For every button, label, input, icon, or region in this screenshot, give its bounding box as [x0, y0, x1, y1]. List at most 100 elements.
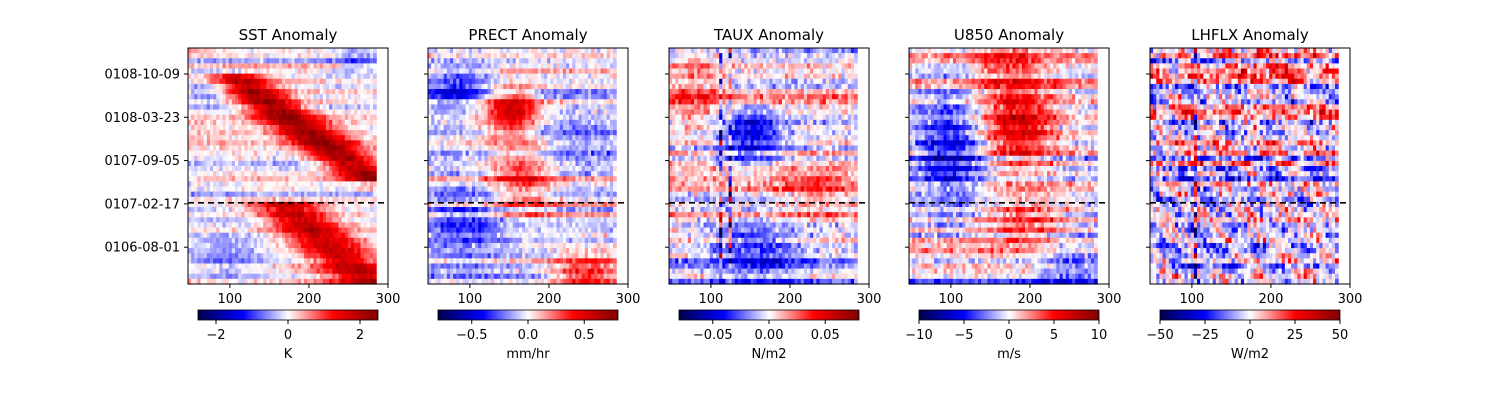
- heatmap-cell: [307, 104, 311, 111]
- heatmap-cell: [443, 109, 448, 116]
- heatmap-cell: [260, 212, 264, 218]
- heatmap-cell: [465, 171, 470, 177]
- heatmap-cell: [471, 94, 476, 100]
- heatmap-cell: [487, 48, 492, 54]
- heatmap-cell: [329, 114, 333, 121]
- heatmap-cell: [369, 68, 374, 75]
- heatmap-cell: [357, 160, 362, 167]
- heatmap-cell: [263, 68, 267, 75]
- heatmap-cell: [294, 196, 299, 203]
- heatmap-cell: [206, 99, 211, 106]
- heatmap-cell: [272, 176, 277, 182]
- heatmap-cell: [572, 140, 576, 147]
- heatmap-cell: [209, 171, 214, 177]
- heatmap-cell: [503, 232, 507, 239]
- heatmap-cell: [344, 217, 349, 224]
- heatmap-cell: [584, 78, 589, 85]
- heatmap-cell: [322, 53, 327, 59]
- heatmap-cell: [228, 78, 233, 85]
- heatmap-cell: [250, 99, 255, 106]
- heatmap-cell: [241, 114, 246, 121]
- heatmap-cell: [559, 109, 564, 116]
- heatmap-cell: [291, 150, 296, 157]
- heatmap-cell: [512, 83, 517, 90]
- heatmap-cell: [522, 83, 526, 90]
- heatmap-cell: [188, 135, 192, 141]
- heatmap-cell: [471, 232, 476, 239]
- heatmap-cell: [322, 99, 327, 106]
- heatmap-cell: [437, 155, 442, 162]
- heatmap-cell: [456, 48, 460, 54]
- heatmap-cell: [613, 114, 617, 121]
- y-tick-label: 0107-09-05: [104, 154, 180, 169]
- heatmap-cell: [512, 68, 517, 75]
- heatmap-cell: [197, 232, 202, 239]
- heatmap-cell: [322, 140, 327, 147]
- heatmap-cell: [247, 160, 252, 167]
- heatmap-cell: [431, 181, 435, 188]
- heatmap-cell: [449, 166, 454, 172]
- heatmap-cell: [531, 73, 536, 80]
- heatmap-cell: [522, 58, 526, 64]
- heatmap-cell: [288, 145, 293, 152]
- heatmap-cell: [297, 63, 302, 70]
- heatmap-cell: [431, 186, 435, 193]
- heatmap-cell: [341, 212, 346, 218]
- heatmap-cell: [481, 196, 486, 203]
- heatmap-cell: [206, 63, 211, 70]
- heatmap-cell: [537, 48, 542, 54]
- heatmap-cell: [613, 130, 617, 136]
- heatmap-cell: [238, 186, 242, 193]
- heatmap-cell: [556, 135, 561, 141]
- heatmap-cell: [471, 68, 476, 75]
- heatmap-cell: [291, 237, 296, 244]
- heatmap-cell: [288, 73, 293, 80]
- heatmap-cell: [294, 268, 299, 275]
- heatmap-cell: [206, 109, 211, 116]
- heatmap-cell: [603, 78, 608, 85]
- heatmap-cell: [572, 217, 576, 224]
- heatmap-cell: [194, 119, 199, 126]
- heatmap-cell: [272, 124, 277, 131]
- heatmap-cell: [203, 263, 208, 270]
- heatmap-cell: [325, 278, 330, 285]
- heatmap-cell: [216, 78, 220, 85]
- heatmap-cell: [338, 237, 343, 244]
- heatmap-cell: [307, 160, 311, 167]
- heatmap-cell: [203, 145, 208, 152]
- heatmap-cell: [528, 63, 533, 70]
- heatmap-cell: [613, 212, 617, 218]
- heatmap-cell: [335, 201, 340, 208]
- heatmap-cell: [231, 89, 236, 95]
- heatmap-cell: [188, 58, 192, 64]
- heatmap-cell: [537, 124, 542, 131]
- heatmap-cell: [256, 63, 261, 70]
- heatmap-cell: [572, 63, 576, 70]
- heatmap-cell: [244, 186, 249, 193]
- heatmap-cell: [316, 155, 321, 162]
- heatmap-cell: [282, 166, 286, 172]
- heatmap-cell: [456, 130, 460, 136]
- heatmap-cell: [269, 166, 274, 172]
- heatmap-cell: [351, 119, 355, 126]
- heatmap-cell: [194, 273, 199, 280]
- heatmap-cell: [344, 58, 349, 64]
- heatmap-cell: [322, 232, 327, 239]
- heatmap-cell: [440, 109, 445, 116]
- heatmap-cell: [225, 253, 230, 259]
- heatmap-cell: [297, 48, 302, 54]
- heatmap-cell: [490, 212, 495, 218]
- heatmap-cell: [247, 196, 252, 203]
- heatmap-cell: [341, 166, 346, 172]
- heatmap-cell: [434, 63, 439, 70]
- heatmap-cell: [307, 58, 311, 64]
- heatmap-cell: [484, 94, 489, 100]
- heatmap-cell: [244, 63, 249, 70]
- heatmap-cell: [440, 222, 445, 229]
- heatmap-cell: [354, 176, 358, 182]
- heatmap-cell: [300, 119, 305, 126]
- heatmap-sst: [188, 48, 377, 285]
- heatmap-cell: [565, 53, 570, 59]
- heatmap-cell: [597, 191, 602, 198]
- heatmap-cell: [594, 53, 598, 59]
